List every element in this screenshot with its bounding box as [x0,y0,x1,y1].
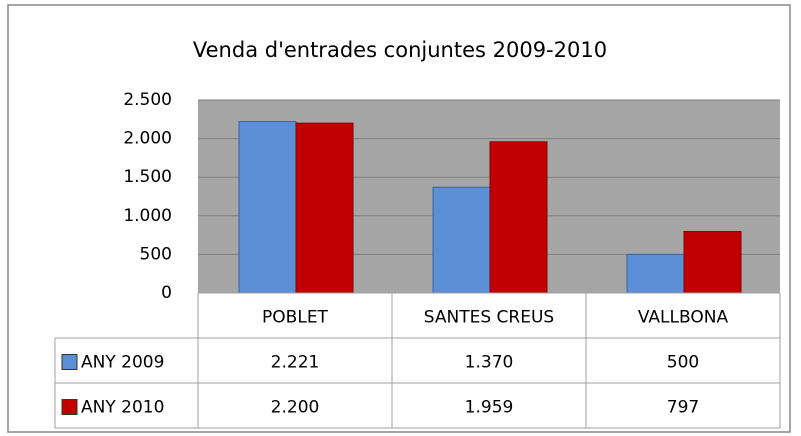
y-tick-label: 1.000 [123,206,172,226]
y-tick-label: 500 [140,244,172,264]
data-label: 797 [667,398,699,418]
bar [489,141,548,294]
chart-title: Venda d'entrades conjuntes 2009-2010 [193,38,607,62]
bar [683,230,742,294]
legend-swatch [61,354,78,370]
x-tick-label: SANTES CREUS [424,308,554,328]
y-tick-label: 2.500 [123,90,172,110]
data-label: 500 [667,353,699,373]
bar [295,122,354,294]
x-tick-label: POBLET [262,308,329,328]
data-label: 1.959 [465,398,514,418]
y-tick-label: 2.000 [123,129,172,149]
data-label: 2.221 [271,353,320,373]
bar [238,121,297,294]
bar [626,253,685,294]
legend-label: ANY 2009 [81,353,164,373]
x-tick-label: VALLBONA [638,308,729,328]
bar [432,186,491,294]
y-tick-label: 0 [161,283,172,303]
y-tick-label: 1.500 [123,167,172,187]
data-label: 2.200 [271,398,320,418]
legend-swatch [61,399,78,415]
legend-label: ANY 2010 [81,398,164,418]
data-label: 1.370 [465,353,514,373]
